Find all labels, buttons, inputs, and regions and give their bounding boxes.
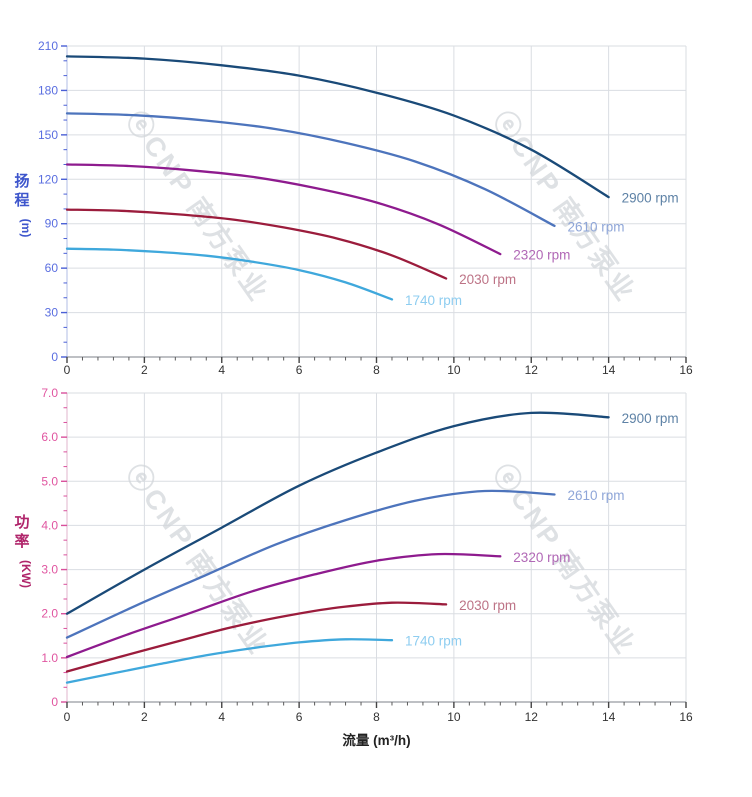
x-tick-label: 8 [373,710,380,724]
series-label-1740-rpm: 1740 rpm [405,634,462,649]
x-tick-label: 4 [218,710,225,724]
y-axis-title-char: 功 [14,514,29,531]
x-tick-label: 10 [447,710,461,724]
y-tick-label: 180 [38,83,58,97]
y-axis-title-unit: (KW) [19,560,33,588]
x-tick-label: 6 [296,363,303,377]
y-tick-label: 7.0 [41,386,58,400]
x-tick-label: 12 [525,363,539,377]
curve-2320-rpm [65,163,502,256]
curve-2900-rpm [65,411,610,615]
y-axis-title-unit: (m) [19,219,33,238]
y-axis-title-char: 率 [14,532,29,550]
series-label-2320-rpm: 2320 rpm [513,550,570,565]
watermark: ⓔCNP 南方泵业 [120,458,275,661]
watermark: ⓔCNP 南方泵业 [120,105,275,308]
x-tick-label: 16 [679,710,693,724]
x-tick-label: 4 [218,363,225,377]
series-label-2030-rpm: 2030 rpm [459,598,516,613]
y-tick-label: 0 [51,695,58,709]
x-tick-label: 8 [373,363,380,377]
curve-2610-rpm [65,489,556,639]
y-tick-label: 120 [38,172,58,186]
y-tick-label: 0 [51,350,58,364]
curve-1740-rpm [65,638,394,684]
y-tick-label: 2.0 [41,607,58,621]
x-tick-label: 14 [602,710,616,724]
x-tick-label: 2 [141,710,148,724]
series-label-2030-rpm: 2030 rpm [459,272,516,287]
curve-2900-rpm [65,55,610,199]
y-axis-title-char: 程 [14,192,29,209]
y-axis-title-char: 扬 [14,172,29,190]
series-label-1740-rpm: 1740 rpm [405,293,462,308]
series-label-2900-rpm: 2900 rpm [622,411,679,426]
y-tick-label: 4.0 [41,518,58,532]
y-tick-label: 30 [45,306,59,320]
series-label-2900-rpm: 2900 rpm [622,191,679,206]
y-tick-label: 210 [38,39,58,53]
x-tick-label: 14 [602,363,616,377]
curve-1740-rpm [65,247,394,301]
x-tick-label: 6 [296,710,303,724]
curve-2610-rpm [65,112,556,228]
x-tick-label: 0 [64,363,71,377]
y-tick-label: 5.0 [41,474,58,488]
x-axis-title: 流量 (m³/h) [342,732,410,748]
y-tick-label: 150 [38,128,58,142]
curve-2030-rpm [65,601,448,673]
curve-2030-rpm [65,208,448,280]
x-tick-label: 16 [679,363,693,377]
y-tick-label: 6.0 [41,430,58,444]
y-tick-label: 90 [45,217,59,231]
y-tick-label: 60 [45,261,59,275]
y-tick-label: 1.0 [41,651,58,665]
x-tick-label: 10 [447,363,461,377]
x-tick-label: 12 [525,710,539,724]
y-tick-label: 3.0 [41,563,58,577]
series-label-2610-rpm: 2610 rpm [567,488,624,503]
curve-2320-rpm [65,552,502,659]
x-tick-label: 2 [141,363,148,377]
series-label-2610-rpm: 2610 rpm [567,219,624,234]
series-label-2320-rpm: 2320 rpm [513,248,570,263]
x-tick-label: 0 [64,710,71,724]
